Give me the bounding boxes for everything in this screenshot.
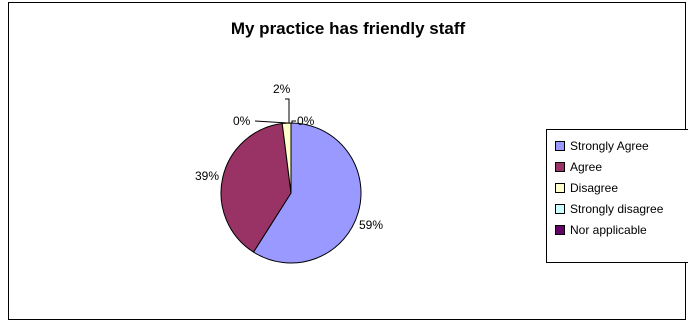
pie-slice-strongly-agree	[252, 122, 362, 264]
pie-slice-agree	[220, 122, 292, 253]
legend-label: Strongly Agree	[570, 138, 649, 153]
leader-line	[254, 120, 289, 124]
legend-item: Nor applicable	[555, 219, 688, 240]
legend-item: Agree	[555, 156, 688, 177]
legend-item: Strongly disagree	[555, 198, 688, 219]
legend-label: Strongly disagree	[570, 201, 664, 216]
data-label: 59%	[359, 218, 383, 232]
legend-item: Disagree	[555, 177, 688, 198]
legend-label: Nor applicable	[570, 222, 647, 237]
leader-line	[285, 98, 290, 123]
legend-swatch	[555, 161, 565, 172]
chart-area: My practice has friendly staff 59% 39% 2% 0…	[8, 2, 688, 320]
legend-swatch	[555, 203, 565, 214]
data-label: 0%	[297, 114, 315, 128]
chart-title: My practice has friendly staff	[230, 19, 466, 38]
pie-chart: 59% 39% 2% 0% 0%	[195, 82, 383, 264]
data-label: 39%	[195, 169, 219, 183]
data-label: 0%	[233, 114, 251, 128]
legend-swatch	[555, 224, 565, 235]
legend-label: Agree	[570, 159, 603, 174]
legend-label: Disagree	[570, 180, 619, 195]
legend-item: Strongly Agree	[555, 135, 688, 156]
data-label: 2%	[273, 82, 291, 96]
legend-swatch	[555, 182, 565, 193]
legend: Strongly Agree Agree Disagree Strongly disa…	[546, 129, 688, 263]
leader-line	[291, 120, 296, 123]
legend-swatch	[555, 140, 565, 151]
